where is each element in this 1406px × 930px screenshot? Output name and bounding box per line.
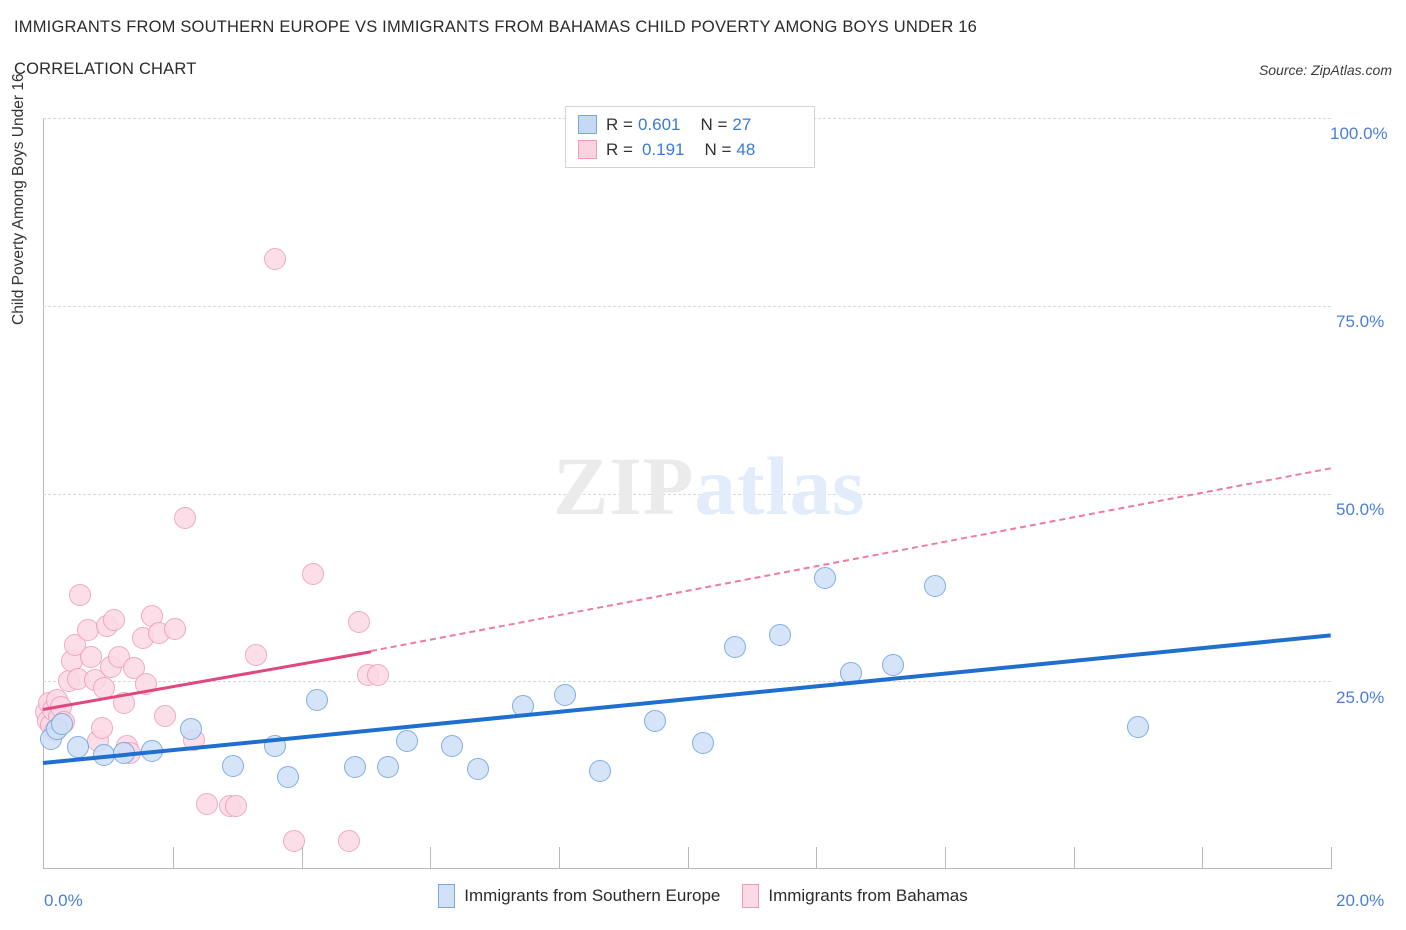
n-label-pink: N = xyxy=(704,139,732,159)
y-tick-label-50: 50.0% xyxy=(1336,500,1385,519)
legend-label-southern-europe: Immigrants from Southern Europe xyxy=(464,886,721,905)
y-tick-label-100: 100.0% xyxy=(1330,124,1388,143)
x-tick xyxy=(559,847,560,869)
y-tick-label-75: 75.0% xyxy=(1336,312,1385,331)
scatter-point[interactable] xyxy=(69,583,92,606)
scatter-point[interactable] xyxy=(1126,716,1149,739)
scatter-point[interactable] xyxy=(196,793,219,816)
scatter-point[interactable] xyxy=(80,646,103,669)
r-value-pink: 0.191 xyxy=(641,139,685,159)
scatter-point[interactable] xyxy=(692,732,715,755)
scatter-point[interactable] xyxy=(51,713,74,736)
x-axis-min-label: 0.0% xyxy=(44,891,83,910)
scatter-point[interactable] xyxy=(769,623,792,646)
chart-header: IMMIGRANTS FROM SOUTHERN EUROPE VS IMMIG… xyxy=(14,18,1394,37)
source-label: Source: ZipAtlas.com xyxy=(1258,62,1392,78)
scatter-point[interactable] xyxy=(173,506,196,529)
r-value-blue: 0.601 xyxy=(637,114,681,134)
x-tick xyxy=(1331,847,1332,869)
scatter-point[interactable] xyxy=(724,635,747,658)
series-legend: Immigrants from Southern Europe Immigran… xyxy=(0,884,1406,908)
x-tick xyxy=(302,847,303,869)
legend-swatch-pink xyxy=(742,884,760,908)
x-tick xyxy=(1074,847,1075,869)
scatter-point[interactable] xyxy=(814,566,837,589)
chart-subtitle: CORRELATION CHART xyxy=(14,60,197,78)
scatter-point[interactable] xyxy=(553,683,576,706)
x-tick xyxy=(173,847,174,869)
gridline-25 xyxy=(43,681,1331,683)
scatter-point[interactable] xyxy=(589,759,612,782)
r-label-pink: R = xyxy=(606,139,633,159)
scatter-point[interactable] xyxy=(395,729,418,752)
scatter-point[interactable] xyxy=(102,609,125,632)
series-swatch-pink xyxy=(578,140,597,159)
scatter-point[interactable] xyxy=(923,574,946,597)
scatter-point[interactable] xyxy=(93,676,116,699)
scatter-point[interactable] xyxy=(366,664,389,687)
scatter-point[interactable] xyxy=(376,756,399,779)
scatter-point[interactable] xyxy=(337,829,360,852)
n-value-blue: 27 xyxy=(732,114,752,134)
scatter-point[interactable] xyxy=(180,717,203,740)
scatter-point[interactable] xyxy=(154,704,177,727)
scatter-point[interactable] xyxy=(221,755,244,778)
n-label-blue: N = xyxy=(700,114,728,134)
correlation-stats-box: R = 0.601 N = 27 R = 0.191 N = 48 xyxy=(565,106,815,168)
scatter-point[interactable] xyxy=(112,691,135,714)
series-swatch-blue xyxy=(578,115,597,134)
scatter-point[interactable] xyxy=(440,735,463,758)
scatter-point[interactable] xyxy=(511,695,534,718)
n-value-pink: 48 xyxy=(736,139,756,159)
scatter-point[interactable] xyxy=(344,755,367,778)
plot-area: ZIPatlas xyxy=(35,118,1332,869)
scatter-point[interactable] xyxy=(225,795,248,818)
scatter-point[interactable] xyxy=(263,734,286,757)
gridline-75 xyxy=(43,305,1331,307)
scatter-point[interactable] xyxy=(840,661,863,684)
x-axis-max-label: 20.0% xyxy=(1336,891,1385,910)
legend-label-bahamas: Immigrants from Bahamas xyxy=(768,886,968,905)
x-tick xyxy=(688,847,689,869)
scatter-point[interactable] xyxy=(882,653,905,676)
scatter-point[interactable] xyxy=(164,618,187,641)
scatter-point[interactable] xyxy=(283,829,306,852)
x-tick xyxy=(430,847,431,869)
scatter-point[interactable] xyxy=(466,757,489,780)
legend-swatch-blue xyxy=(438,884,456,908)
stat-row-bahamas: R = 0.191 N = 48 xyxy=(578,137,802,162)
scatter-point[interactable] xyxy=(141,739,164,762)
scatter-point[interactable] xyxy=(244,643,267,666)
gridline-50 xyxy=(43,493,1331,495)
x-tick xyxy=(945,847,946,869)
scatter-point[interactable] xyxy=(643,709,666,732)
scatter-point[interactable] xyxy=(276,766,299,789)
scatter-point[interactable] xyxy=(263,248,286,271)
r-label-blue: R = xyxy=(606,114,633,134)
scatter-point[interactable] xyxy=(302,563,325,586)
legend-item-bahamas[interactable]: Immigrants from Bahamas xyxy=(742,884,968,908)
scatter-point[interactable] xyxy=(135,673,158,696)
stat-row-southern-europe: R = 0.601 N = 27 xyxy=(578,112,802,137)
scatter-series-southern-europe xyxy=(39,118,1331,869)
scatter-point[interactable] xyxy=(91,716,114,739)
scatter-point[interactable] xyxy=(347,611,370,634)
legend-item-southern-europe[interactable]: Immigrants from Southern Europe xyxy=(438,884,720,908)
scatter-point[interactable] xyxy=(67,736,90,758)
page-title: IMMIGRANTS FROM SOUTHERN EUROPE VS IMMIG… xyxy=(14,18,977,36)
y-tick-label-25: 25.0% xyxy=(1336,688,1385,707)
x-tick xyxy=(816,847,817,869)
x-tick xyxy=(1202,847,1203,869)
y-axis-title: Child Poverty Among Boys Under 16 xyxy=(10,73,27,325)
scatter-point[interactable] xyxy=(112,742,135,765)
scatter-point[interactable] xyxy=(305,689,328,712)
